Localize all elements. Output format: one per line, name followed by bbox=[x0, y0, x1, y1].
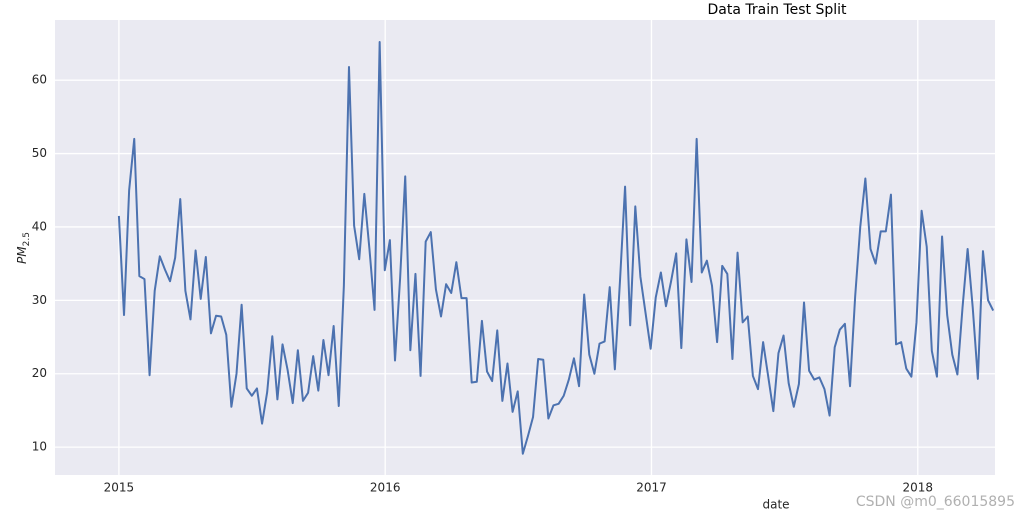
y-axis-label-sub: 2.5 bbox=[22, 232, 32, 246]
watermark: CSDN @m0_66015895 bbox=[856, 494, 1015, 510]
x-tick-label: 2017 bbox=[636, 481, 667, 495]
labels: 10 20 30 40 50 60 2015 2016 2017 2018 bbox=[32, 73, 933, 495]
y-tick-label: 60 bbox=[32, 73, 47, 87]
x-axis-label: date bbox=[762, 498, 789, 512]
chart-title: Data Train Test Split bbox=[708, 2, 847, 18]
y-axis-label-main: PM bbox=[15, 246, 29, 264]
y-tick-label: 30 bbox=[32, 293, 47, 307]
plot-area bbox=[55, 20, 995, 475]
grid bbox=[55, 20, 995, 475]
y-axis-label: PM2.5 bbox=[15, 232, 32, 264]
y-tick-label: 40 bbox=[32, 219, 47, 233]
data-line bbox=[117, 41, 995, 455]
x-tick-label: 2016 bbox=[370, 481, 401, 495]
x-tick-label: 2015 bbox=[104, 481, 135, 495]
y-tick-label: 50 bbox=[32, 146, 47, 160]
y-tick-label: 10 bbox=[32, 440, 47, 454]
x-tick-label: 2018 bbox=[903, 481, 934, 495]
lines bbox=[117, 41, 995, 455]
y-tick-label: 20 bbox=[32, 366, 47, 380]
